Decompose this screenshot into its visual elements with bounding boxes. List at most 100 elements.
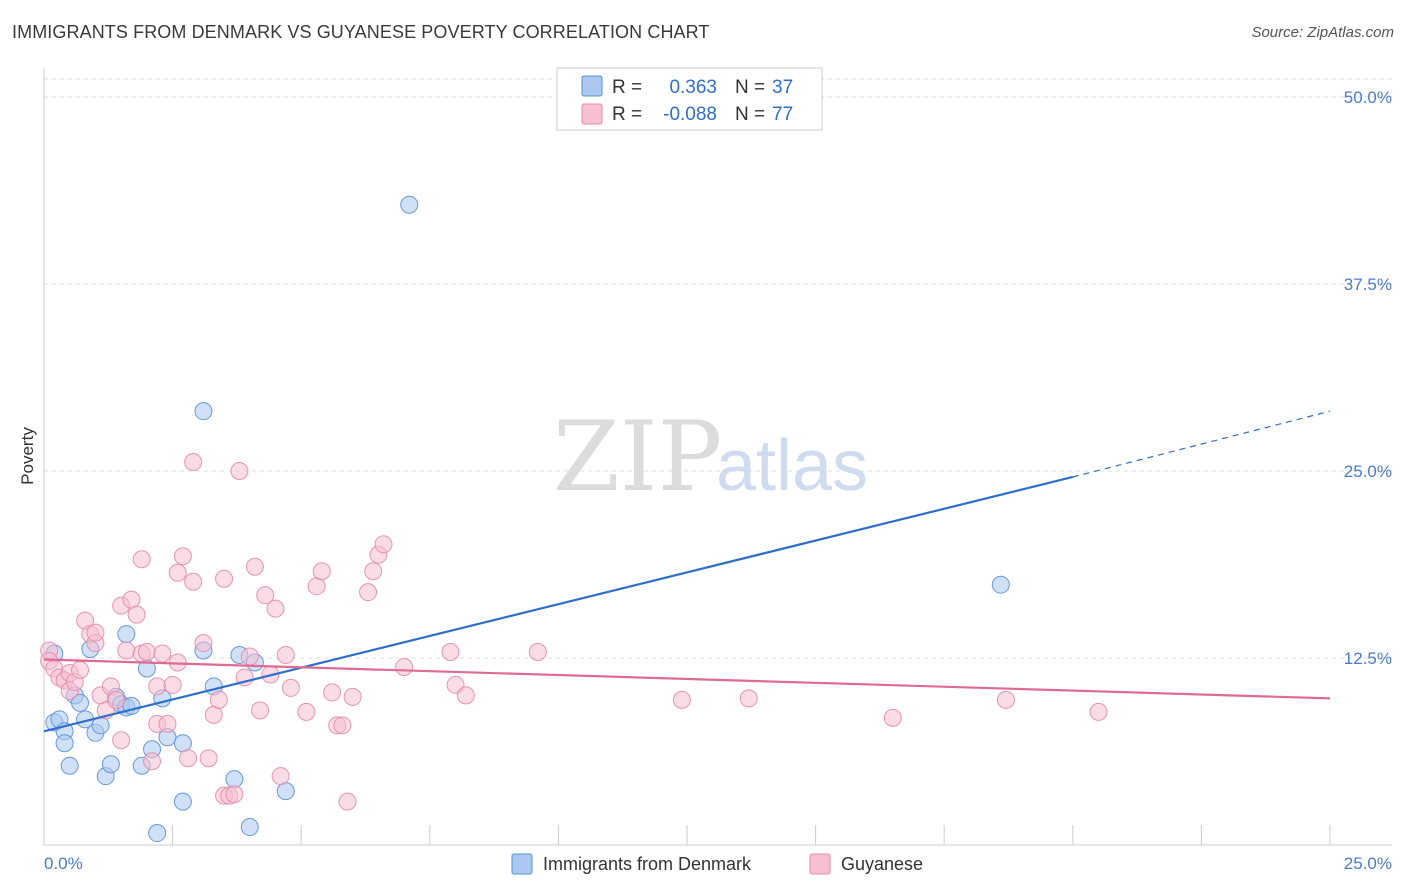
point-pink-35	[184, 572, 203, 591]
series-guyanese-points	[40, 453, 1108, 811]
point-pink-62	[338, 792, 357, 811]
point-pink-68	[395, 657, 414, 676]
bottom-legend-label-denmark: Immigrants from Denmark	[543, 854, 752, 874]
bottom-legend-swatch-guyanese	[809, 853, 831, 875]
chart-title: IMMIGRANTS FROM DENMARK VS GUYANESE POVE…	[12, 22, 710, 42]
point-pink-74	[739, 689, 758, 708]
point-pink-65	[364, 562, 383, 581]
point-pink-71	[456, 686, 475, 705]
point-pink-55	[281, 678, 300, 697]
point-blue-4	[55, 734, 74, 753]
point-pink-53	[271, 767, 290, 786]
watermark-atlas: atlas	[716, 426, 868, 506]
point-pink-57	[307, 577, 326, 596]
point-pink-54	[276, 646, 295, 665]
point-blue-7	[71, 693, 90, 712]
point-blue-34	[276, 782, 295, 801]
point-pink-48	[245, 557, 264, 576]
y-tick-labels: 12.5% 25.0% 37.5% 50.0%	[1344, 88, 1392, 668]
point-pink-30	[163, 675, 182, 694]
watermark-zip: ZIP	[553, 401, 722, 513]
point-pink-33	[173, 547, 192, 566]
point-blue-32	[240, 818, 259, 837]
point-pink-29	[158, 714, 177, 733]
point-blue-36	[991, 575, 1010, 594]
point-pink-34	[179, 749, 198, 768]
point-pink-69	[441, 643, 460, 662]
point-pink-36	[184, 453, 203, 472]
legend-n-label-2: N =	[735, 104, 765, 125]
legend-r-label-2: R =	[612, 104, 642, 125]
point-blue-25	[173, 792, 192, 811]
legend-r-label-1: R =	[612, 77, 642, 98]
source-label: Source: ZipAtlas.com	[1251, 24, 1394, 41]
series-legend: Immigrants from Denmark Guyanese	[511, 853, 923, 875]
point-pink-20	[122, 590, 141, 609]
point-pink-12	[86, 623, 105, 642]
point-pink-63	[343, 687, 362, 706]
legend-swatch-pink	[581, 103, 603, 125]
point-pink-52	[266, 599, 285, 618]
legend-swatch-blue	[581, 75, 603, 97]
point-pink-73	[672, 690, 691, 709]
point-pink-49	[251, 701, 270, 720]
bottom-legend-swatch-denmark	[511, 853, 533, 875]
y-tick-label-0: 12.5%	[1344, 649, 1392, 668]
point-pink-37	[194, 634, 213, 653]
watermark: ZIP atlas	[553, 401, 868, 513]
point-pink-58	[312, 562, 331, 581]
point-blue-5	[60, 756, 79, 775]
point-pink-42	[215, 569, 234, 588]
point-pink-59	[323, 683, 342, 702]
y-tick-label-1: 25.0%	[1344, 462, 1392, 481]
trend-extension-blue	[1072, 410, 1331, 478]
point-pink-16	[107, 690, 126, 709]
point-blue-17	[117, 625, 136, 644]
point-pink-26	[148, 677, 167, 696]
trend-line-blue	[43, 475, 1074, 733]
legend-r-value-1: 0.363	[669, 77, 717, 98]
y-axis-label: Poverty	[18, 427, 37, 485]
point-blue-35	[400, 195, 419, 214]
point-pink-28	[153, 644, 172, 663]
legend-n-value-1: 37	[772, 77, 793, 98]
y-tick-label-3: 50.0%	[1344, 88, 1392, 107]
trend-lines	[43, 410, 1331, 733]
point-pink-50	[256, 586, 275, 605]
point-pink-76	[996, 690, 1015, 709]
point-pink-24	[137, 643, 156, 662]
point-pink-18	[112, 731, 131, 750]
legend-r-value-2: -0.088	[663, 104, 717, 125]
point-pink-39	[204, 705, 223, 724]
series-denmark-points	[45, 195, 1010, 843]
correlation-legend: R = 0.363 N = 37 R = -0.088 N = 77	[556, 67, 823, 131]
point-pink-25	[143, 752, 162, 771]
point-pink-38	[199, 749, 218, 768]
point-pink-77	[1089, 702, 1108, 721]
point-pink-21	[127, 605, 146, 624]
point-pink-45	[230, 462, 249, 480]
point-blue-26	[173, 734, 192, 753]
point-pink-47	[240, 647, 259, 666]
x-tick-max: 25.0%	[1344, 854, 1392, 873]
x-tick-labels: 0.0% 25.0%	[44, 854, 1392, 873]
point-pink-61	[333, 716, 352, 735]
point-pink-72	[528, 643, 547, 662]
y-tick-label-2: 37.5%	[1344, 275, 1392, 294]
point-pink-44	[225, 785, 244, 804]
point-pink-32	[168, 563, 187, 582]
point-pink-40	[209, 690, 228, 709]
point-blue-30	[225, 770, 244, 789]
point-pink-8	[71, 660, 90, 679]
point-pink-75	[883, 708, 902, 727]
point-blue-22	[148, 824, 167, 843]
bottom-legend-label-guyanese: Guyanese	[841, 854, 923, 874]
gridlines	[44, 78, 1392, 659]
trend-line-pink	[43, 658, 1331, 700]
legend-n-label-1: N =	[735, 77, 765, 98]
point-pink-23	[132, 550, 151, 569]
legend-n-value-2: 77	[772, 104, 793, 125]
point-blue-27	[194, 402, 213, 421]
axes	[43, 68, 1392, 846]
